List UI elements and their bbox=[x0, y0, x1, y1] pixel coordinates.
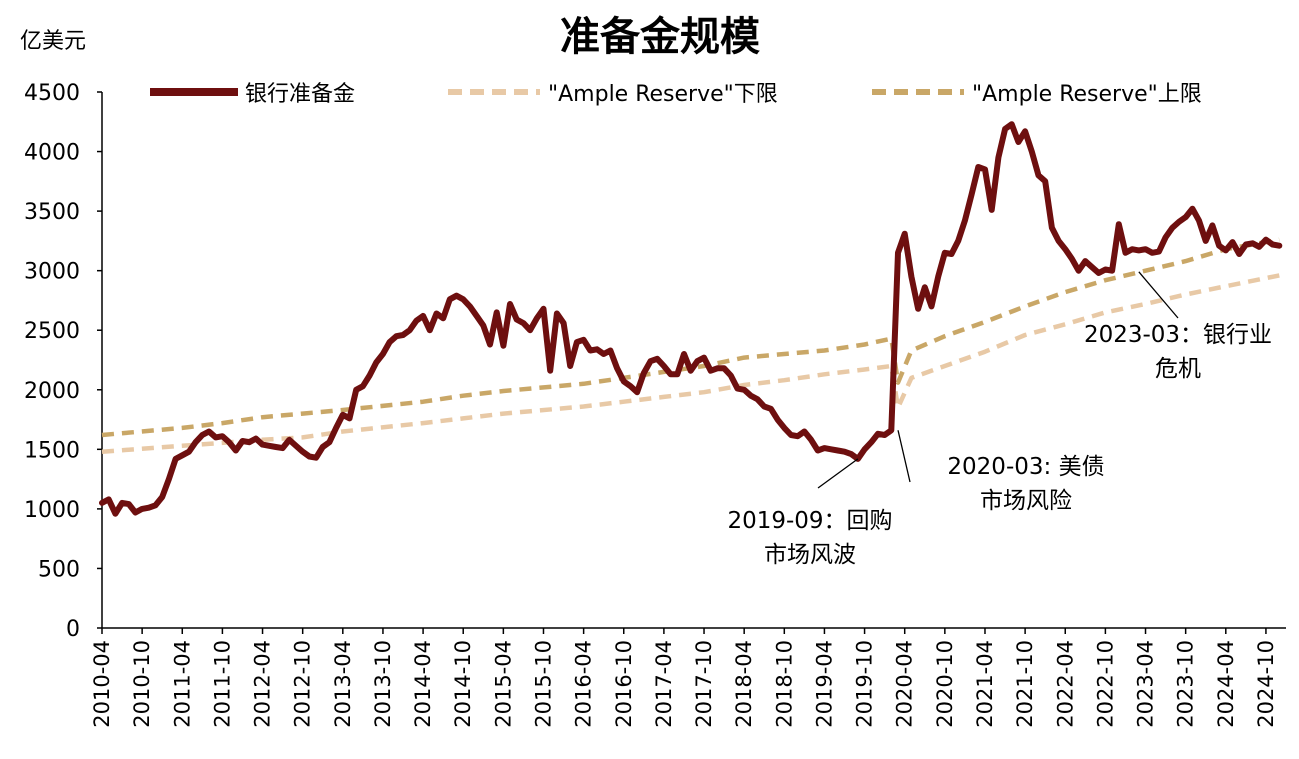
x-tick-label: 2018-10 bbox=[772, 640, 796, 728]
x-tick-label: 2023-04 bbox=[1134, 640, 1158, 728]
x-tick-label: 2013-10 bbox=[371, 640, 395, 728]
x-tick-label: 2011-04 bbox=[170, 640, 194, 728]
annotation-text: 市场风波 bbox=[764, 542, 856, 568]
legend-label-lower: "Ample Reserve"下限 bbox=[548, 82, 778, 107]
chart-title: 准备金规模 bbox=[560, 14, 760, 60]
x-tick-label: 2023-10 bbox=[1174, 640, 1198, 728]
x-tick-label: 2018-04 bbox=[732, 640, 756, 728]
y-tick-label: 4500 bbox=[24, 81, 80, 106]
legend: 银行准备金 "Ample Reserve"下限 "Ample Reserve"上… bbox=[150, 82, 1202, 107]
x-tick-label: 2015-04 bbox=[491, 640, 515, 728]
x-tick-label: 2017-10 bbox=[692, 640, 716, 728]
legend-label-upper: "Ample Reserve"上限 bbox=[972, 82, 1202, 107]
x-tick-label: 2019-10 bbox=[853, 640, 877, 728]
x-tick-label: 2012-10 bbox=[291, 640, 315, 728]
y-axis-unit: 亿美元 bbox=[20, 29, 86, 54]
x-axis: 2010-04 2010-10 2011-04 2011-10 2012-04 2012-… bbox=[90, 627, 1286, 728]
y-tick-label: 3000 bbox=[24, 260, 80, 285]
annotation-leader bbox=[897, 430, 911, 483]
annotation-text: 2023-03：银行业 bbox=[1084, 322, 1272, 348]
y-axis: 0 500 1000 1500 2000 2500 3000 3500 4000 4500 bbox=[24, 81, 103, 642]
x-tick-label: 2016-04 bbox=[572, 640, 596, 728]
y-tick-label: 2000 bbox=[24, 379, 80, 404]
x-tick-label: 2014-04 bbox=[411, 640, 435, 728]
y-tick-label: 4000 bbox=[24, 141, 80, 166]
series-line-upper-bound bbox=[101, 237, 1280, 438]
x-tick-label: 2012-04 bbox=[251, 640, 275, 728]
x-tick-label: 2011-10 bbox=[210, 640, 234, 728]
x-tick-label: 2019-04 bbox=[812, 640, 836, 728]
x-tick-label: 2015-10 bbox=[531, 640, 555, 728]
x-tick-label: 2010-04 bbox=[90, 640, 114, 728]
y-tick-label: 0 bbox=[66, 617, 80, 642]
annotation-text: 市场风险 bbox=[980, 488, 1072, 514]
x-tick-label: 2022-10 bbox=[1093, 640, 1117, 728]
x-tick-label: 2016-10 bbox=[612, 640, 636, 728]
series-line-lower-bound bbox=[101, 273, 1280, 454]
x-tick-label: 2010-10 bbox=[130, 640, 154, 728]
y-tick-label: 1500 bbox=[24, 438, 80, 463]
x-tick-label: 2014-10 bbox=[451, 640, 475, 728]
x-tick-label: 2021-10 bbox=[1013, 640, 1037, 728]
series-layer bbox=[99, 121, 1283, 517]
annotation-text: 危机 bbox=[1155, 356, 1201, 382]
annotation-leader bbox=[1138, 271, 1179, 319]
y-tick-label: 2500 bbox=[24, 319, 80, 344]
x-tick-label: 2024-04 bbox=[1214, 640, 1238, 728]
x-tick-label: 2021-04 bbox=[973, 640, 997, 728]
x-tick-label: 2022-04 bbox=[1053, 640, 1077, 728]
annotation-leader bbox=[817, 458, 859, 489]
series-line-reserves bbox=[99, 121, 1283, 517]
annotation-text: 2019-09：回购 bbox=[727, 508, 892, 534]
x-tick-label: 2020-10 bbox=[933, 640, 957, 728]
y-tick-label: 3500 bbox=[24, 200, 80, 225]
x-tick-label: 2024-10 bbox=[1254, 640, 1278, 728]
legend-label-reserves: 银行准备金 bbox=[245, 82, 355, 107]
x-tick-label: 2013-04 bbox=[331, 640, 355, 728]
x-tick-label: 2020-04 bbox=[893, 640, 917, 728]
y-tick-label: 500 bbox=[38, 557, 80, 582]
y-tick-label: 1000 bbox=[24, 498, 80, 523]
x-tick-label: 2017-04 bbox=[652, 640, 676, 728]
annotation-text: 2020-03: 美债 bbox=[947, 454, 1104, 480]
